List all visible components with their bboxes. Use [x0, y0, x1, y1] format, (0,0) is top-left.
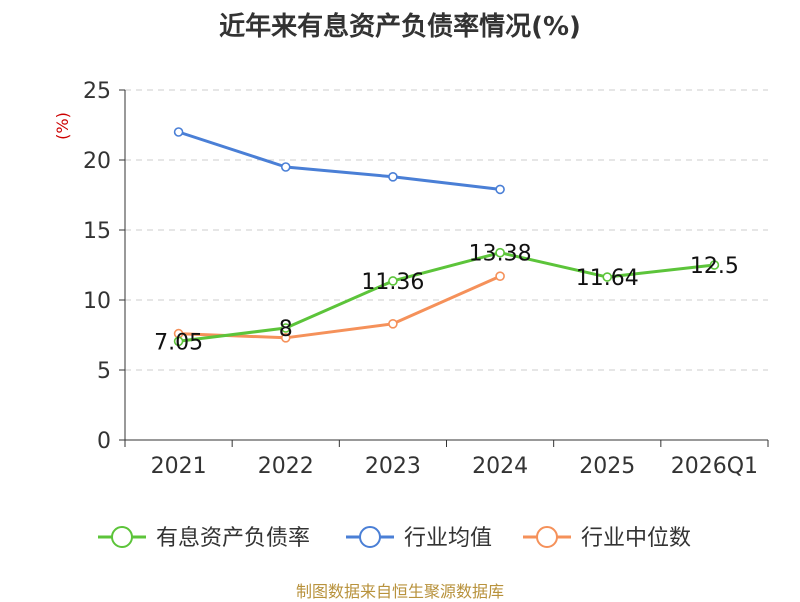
data-label: 7.05 [154, 330, 203, 355]
legend-swatch-marker [536, 526, 558, 548]
data-point [388, 318, 398, 329]
data-label: 12.5 [690, 254, 739, 279]
series-0 [173, 247, 720, 347]
source-note: 制图数据来自恒生聚源数据库 [295, 582, 504, 601]
data-point [495, 271, 505, 282]
data-point [173, 336, 184, 347]
series-2 [173, 271, 505, 343]
x-tick-label: 2025 [579, 454, 635, 479]
data-label: 13.38 [469, 242, 532, 267]
legend-item-0: 有息资产负债率 [98, 526, 310, 551]
legend-item-1: 行业均值 [346, 526, 492, 551]
data-point [280, 162, 291, 172]
y-tick-label: 15 [83, 219, 111, 244]
data-labels: 7.05 8 11.36 13.38 11.64 12.5 [154, 242, 739, 356]
data-point [280, 323, 291, 333]
data-point [495, 184, 505, 195]
series-line [178, 130, 501, 191]
legend-label: 行业均值 [404, 526, 492, 551]
series-1 [173, 127, 505, 195]
data-point [388, 276, 398, 286]
series-line [178, 274, 501, 340]
data-point [280, 332, 291, 343]
data-point [602, 272, 613, 282]
y-axis-unit-label: (%) [53, 112, 72, 140]
series-lines [173, 127, 720, 347]
data-point [173, 127, 184, 137]
data-point [709, 260, 720, 270]
x-tick-label: 2021 [151, 454, 207, 479]
y-tick-label: 5 [97, 359, 111, 384]
legend-item-2: 行业中位数 [523, 526, 691, 551]
y-tick-label: 10 [83, 289, 111, 314]
chart-title: 近年来有息资产负债率情况(%) [219, 12, 581, 42]
data-label: 11.36 [361, 270, 424, 295]
y-tick-label: 0 [97, 429, 111, 454]
data-label: 11.64 [576, 266, 639, 291]
legend-swatch-marker [111, 526, 133, 548]
x-tick-label: 2022 [258, 454, 314, 479]
x-tick-label: 2026Q1 [671, 454, 758, 479]
x-tick-label: 2024 [472, 454, 528, 479]
legend-swatch-marker [359, 526, 381, 548]
grid-lines [125, 89, 768, 371]
legend-label: 有息资产负债率 [156, 526, 310, 551]
data-point [495, 247, 505, 258]
y-tick-label: 20 [83, 149, 111, 174]
legend-label: 行业中位数 [581, 526, 691, 551]
data-point [388, 172, 398, 182]
y-tick-label: 25 [83, 79, 111, 104]
data-label: 8 [279, 317, 293, 342]
series-line [178, 251, 715, 343]
legend: 有息资产负债率 行业均值 行业中位数 [98, 526, 691, 551]
x-tick-label: 2023 [365, 454, 421, 479]
